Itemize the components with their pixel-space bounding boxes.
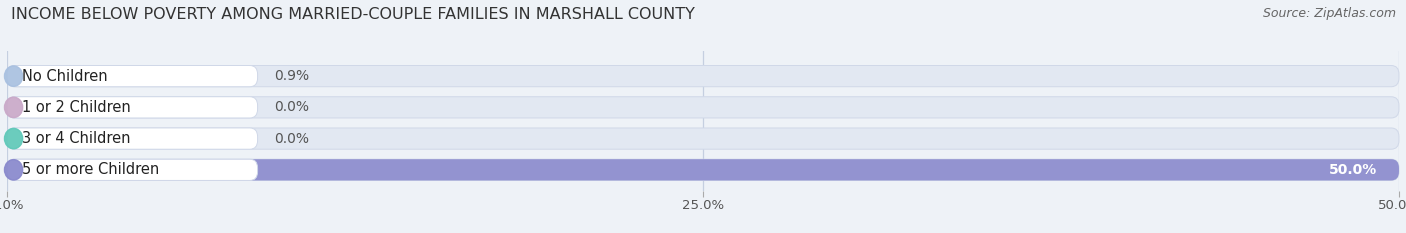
- Circle shape: [4, 160, 22, 180]
- FancyBboxPatch shape: [7, 97, 257, 118]
- Circle shape: [4, 128, 22, 149]
- FancyBboxPatch shape: [7, 128, 1399, 149]
- Text: 1 or 2 Children: 1 or 2 Children: [21, 100, 131, 115]
- FancyBboxPatch shape: [7, 159, 1399, 180]
- Text: No Children: No Children: [21, 69, 107, 84]
- FancyBboxPatch shape: [7, 97, 1399, 118]
- FancyBboxPatch shape: [7, 65, 257, 87]
- FancyBboxPatch shape: [7, 159, 1399, 180]
- Circle shape: [4, 66, 22, 86]
- Text: 3 or 4 Children: 3 or 4 Children: [21, 131, 131, 146]
- Text: 0.9%: 0.9%: [274, 69, 309, 83]
- Text: 0.0%: 0.0%: [274, 132, 309, 146]
- Text: INCOME BELOW POVERTY AMONG MARRIED-COUPLE FAMILIES IN MARSHALL COUNTY: INCOME BELOW POVERTY AMONG MARRIED-COUPL…: [11, 7, 695, 22]
- FancyBboxPatch shape: [7, 159, 257, 180]
- Circle shape: [4, 97, 22, 118]
- Text: 0.0%: 0.0%: [274, 100, 309, 114]
- Text: 50.0%: 50.0%: [1329, 163, 1376, 177]
- Text: Source: ZipAtlas.com: Source: ZipAtlas.com: [1263, 7, 1396, 20]
- Text: 5 or more Children: 5 or more Children: [21, 162, 159, 177]
- FancyBboxPatch shape: [7, 65, 32, 87]
- FancyBboxPatch shape: [7, 65, 1399, 87]
- FancyBboxPatch shape: [7, 128, 257, 149]
